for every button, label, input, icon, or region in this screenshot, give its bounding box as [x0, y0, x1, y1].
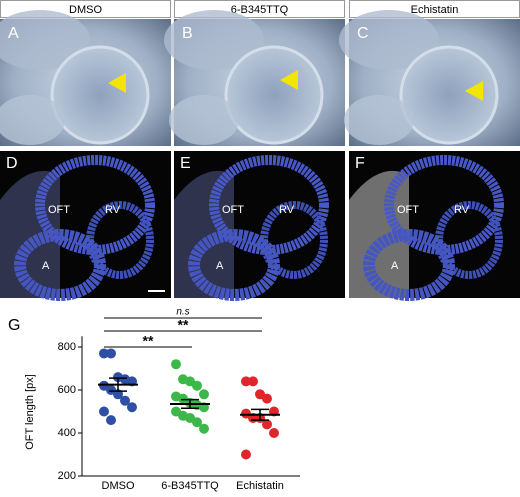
tissue-grey: [174, 170, 234, 298]
y-tick-label: 200: [58, 470, 76, 482]
data-point: [241, 449, 251, 460]
arrowhead: [280, 70, 298, 90]
region-label: RV: [454, 204, 470, 216]
data-point: [99, 406, 109, 417]
tissue-ring: [86, 201, 154, 279]
data-point: [269, 428, 279, 438]
header: Echistatin: [411, 4, 459, 16]
data-point: [192, 380, 202, 391]
embryo-image: B: [164, 10, 345, 146]
tissue-ring: [363, 229, 455, 301]
panel-letter: D: [6, 155, 18, 172]
tissue-grey: [0, 170, 60, 298]
region-label: OFT: [397, 204, 419, 216]
data-point: [192, 417, 202, 428]
x-tick-label: Echistatin: [236, 480, 284, 492]
data-point: [106, 415, 116, 426]
panel-letter: E: [180, 155, 191, 172]
data-point: [199, 423, 209, 434]
tissue: [339, 10, 439, 70]
region-label: RV: [279, 204, 295, 216]
arrowhead: [108, 73, 126, 93]
panel-letter: A: [8, 25, 19, 42]
significance-label: **: [178, 317, 189, 333]
y-tick-label: 400: [58, 427, 76, 439]
region-label: OFT: [222, 204, 244, 216]
region-label: A: [391, 260, 399, 272]
panel-letter: F: [355, 155, 365, 172]
tissue: [169, 95, 239, 145]
data-point: [171, 359, 181, 370]
section-image: E OFT RV A: [174, 151, 345, 301]
data-point: [248, 376, 258, 387]
figure-label: G: [8, 317, 20, 334]
data-point: [199, 389, 209, 400]
data-point: [99, 348, 109, 359]
header: DMSO: [69, 4, 102, 16]
region-label: A: [42, 260, 50, 272]
tissue: [344, 95, 414, 145]
header: 6-B345TTQ: [231, 4, 289, 16]
tissue-ring: [435, 201, 503, 279]
x-tick-label: 6-B345TTQ: [161, 480, 219, 492]
embryo-image: C: [339, 10, 520, 146]
region-label: A: [216, 260, 224, 272]
panel-letter: B: [182, 25, 193, 42]
heart: [50, 45, 150, 145]
y-axis-label: OFT length [px]: [24, 374, 36, 450]
x-tick-label: DMSO: [102, 480, 135, 492]
data-point: [120, 395, 130, 406]
tissue: [0, 10, 90, 70]
heart: [399, 45, 499, 145]
data-point: [241, 376, 251, 387]
tissue-ring: [14, 229, 106, 301]
tissue-ring: [188, 229, 280, 301]
section-image: D OFT RV A: [0, 151, 171, 301]
y-tick-label: 800: [58, 341, 76, 353]
region-label: OFT: [48, 204, 70, 216]
region-label: RV: [105, 204, 121, 216]
heart: [224, 45, 324, 145]
tissue-grey: [349, 170, 409, 298]
embryo-image: A: [0, 10, 171, 146]
y-tick-label: 600: [58, 384, 76, 396]
tissue: [0, 95, 65, 145]
significance-label: **: [143, 333, 154, 349]
tissue-ring: [260, 201, 328, 279]
panel-letter: C: [357, 25, 369, 42]
data-point: [106, 348, 116, 359]
tissue: [164, 10, 264, 70]
arrowhead: [465, 81, 483, 101]
significance-label: n.s: [176, 307, 189, 318]
section-image: F OFT RV A: [349, 151, 520, 301]
data-point: [127, 402, 137, 413]
data-point: [262, 393, 272, 404]
data-point: [262, 419, 272, 430]
